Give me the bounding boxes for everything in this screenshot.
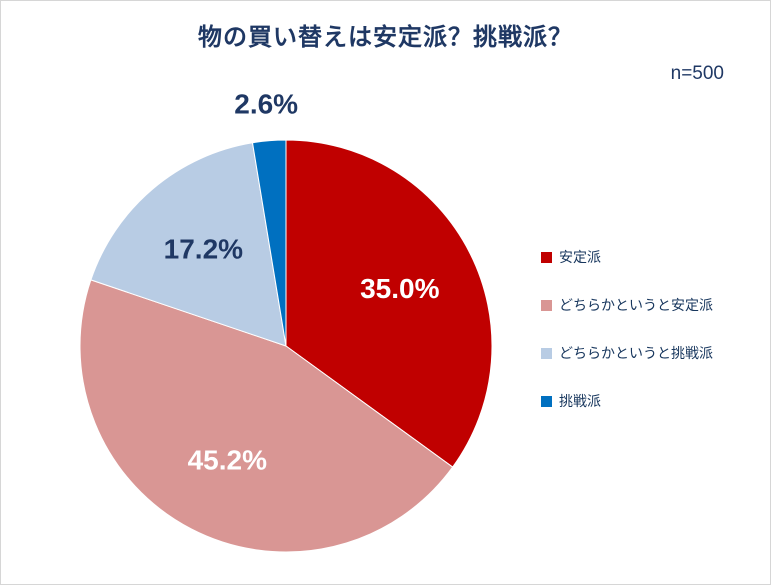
legend-swatch-icon xyxy=(541,251,552,263)
sample-size-label: n=500 xyxy=(670,63,724,84)
legend-item: どちらかというと安定派 xyxy=(541,295,713,315)
pie-slice-1 xyxy=(79,279,454,553)
legend-swatch-icon xyxy=(541,299,552,311)
pie-slice-value-label: 17.2% xyxy=(164,234,243,265)
legend-swatch-icon xyxy=(541,347,552,359)
legend-item: 安定派 xyxy=(541,247,713,267)
legend-swatch-icon xyxy=(541,395,552,407)
legend-label: どちらかというと安定派 xyxy=(559,297,713,313)
legend-item: 挑戦派 xyxy=(541,391,713,411)
pie-slice-3 xyxy=(251,139,287,347)
legend-item: どちらかというと挑戦派 xyxy=(541,343,713,363)
legend-label: 挑戦派 xyxy=(559,393,601,409)
chart-title: 物の買い替えは安定派？挑戦派？ xyxy=(198,24,573,51)
pie-slice-0 xyxy=(285,139,493,468)
pie-slice-value-label: 35.0% xyxy=(360,273,439,304)
legend: 安定派 どちらかというと安定派 どちらかというと挑戦派 挑戦派 xyxy=(541,247,713,411)
legend-label: 安定派 xyxy=(559,249,601,265)
pie-slice-value-label: 2.6% xyxy=(234,89,298,120)
pie-slice-2 xyxy=(90,142,287,347)
legend-label: どちらかというと挑戦派 xyxy=(559,345,713,361)
pie-slice-value-label: 45.2% xyxy=(188,444,267,475)
